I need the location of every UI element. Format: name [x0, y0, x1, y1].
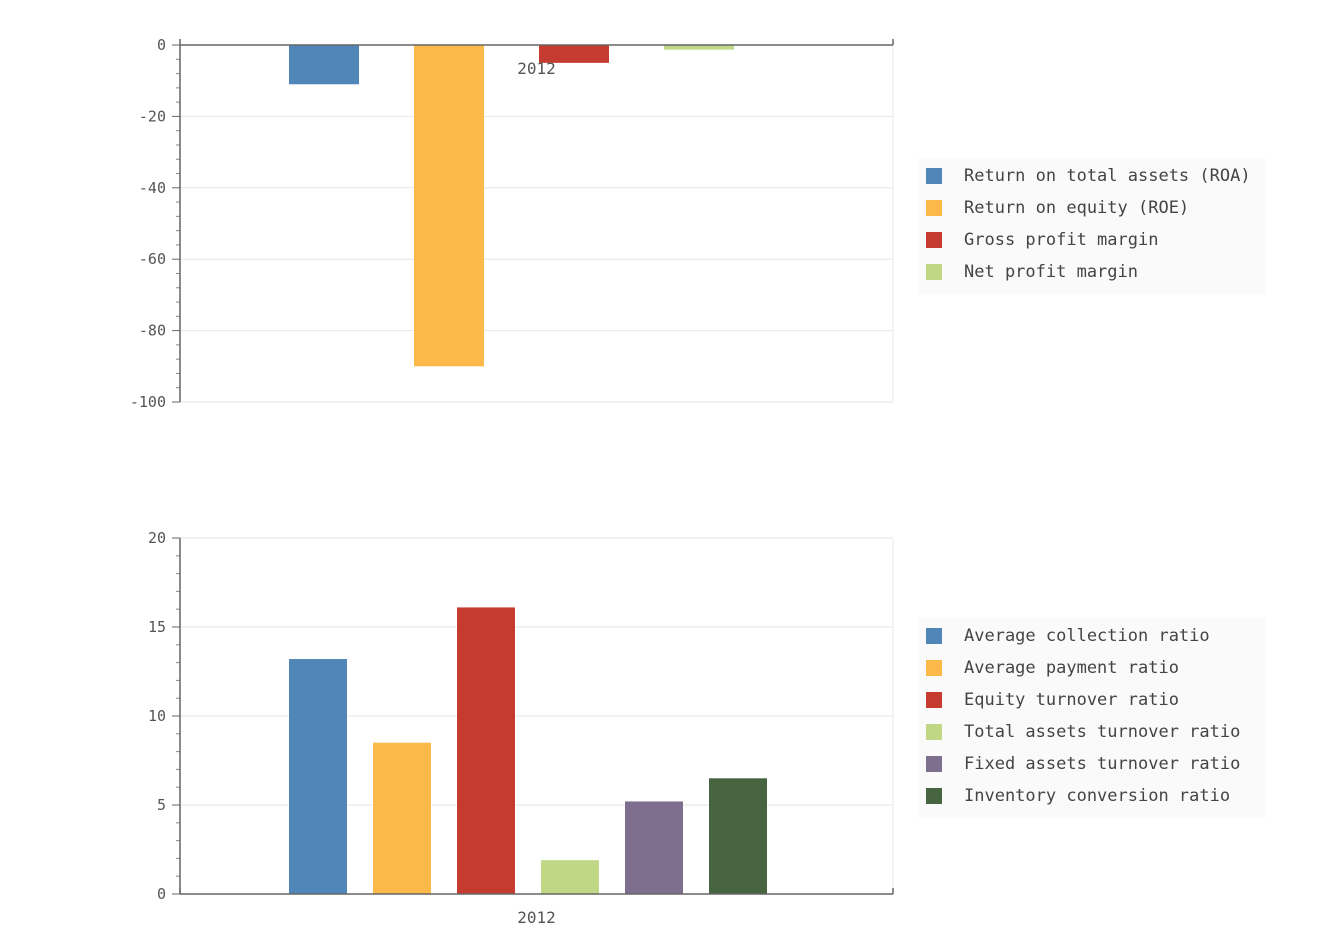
legend-swatch [926, 692, 942, 708]
y-tick-label: 5 [157, 796, 166, 814]
legend-label: Net profit margin [964, 262, 1138, 282]
y-tick-label: 0 [157, 885, 166, 903]
legend-label: Average payment ratio [964, 658, 1179, 678]
bar-5 [709, 778, 767, 894]
legend-swatch [926, 756, 942, 772]
bar-2 [457, 607, 515, 894]
legend-swatch [926, 788, 942, 804]
y-tick-label: -80 [139, 322, 166, 340]
bar-0 [289, 45, 359, 85]
bar-3 [541, 860, 599, 894]
legend-label: Equity turnover ratio [964, 690, 1179, 710]
legend-swatch [926, 724, 942, 740]
bar-2 [539, 45, 609, 63]
y-tick-label: -40 [139, 179, 166, 197]
y-tick-label: 15 [148, 618, 166, 636]
legend-label: Return on equity (ROE) [964, 198, 1189, 218]
legend-swatch [926, 660, 942, 676]
legend-label: Total assets turnover ratio [964, 722, 1240, 742]
y-tick-label: -100 [130, 393, 166, 411]
legend-background [918, 158, 1266, 294]
legend: Average collection ratio Average payment … [918, 618, 1266, 818]
legend: Return on total assets (ROA) Return on eq… [918, 158, 1266, 294]
y-tick-label: 10 [148, 707, 166, 725]
bar-1 [414, 45, 484, 367]
bar-0 [289, 659, 347, 894]
y-tick-label: 20 [148, 529, 166, 547]
y-tick-label: -20 [139, 107, 166, 125]
legend-swatch [926, 168, 942, 184]
legend-swatch [926, 628, 942, 644]
plot-area [179, 44, 894, 403]
legend-label: Fixed assets turnover ratio [964, 754, 1240, 774]
legend-label: Return on total assets (ROA) [964, 166, 1251, 186]
x-category-label: 2012 [517, 59, 556, 78]
y-tick-label: 0 [157, 36, 166, 54]
legend-swatch [926, 200, 942, 216]
y-tick-label: -60 [139, 250, 166, 268]
legend-swatch [926, 264, 942, 280]
bar-3 [664, 45, 734, 50]
legend-label: Average collection ratio [964, 626, 1210, 646]
legend-background [918, 618, 1266, 818]
x-category-label: 2012 [517, 908, 556, 927]
legend-swatch [926, 232, 942, 248]
legend-label: Gross profit margin [964, 230, 1158, 250]
legend-label: Inventory conversion ratio [964, 786, 1230, 806]
bar-4 [625, 801, 683, 894]
profitability-chart: 0 -20 -40 -60 -80 -100 2012 Return on total ass… [130, 36, 1266, 411]
bar-1 [373, 742, 431, 894]
